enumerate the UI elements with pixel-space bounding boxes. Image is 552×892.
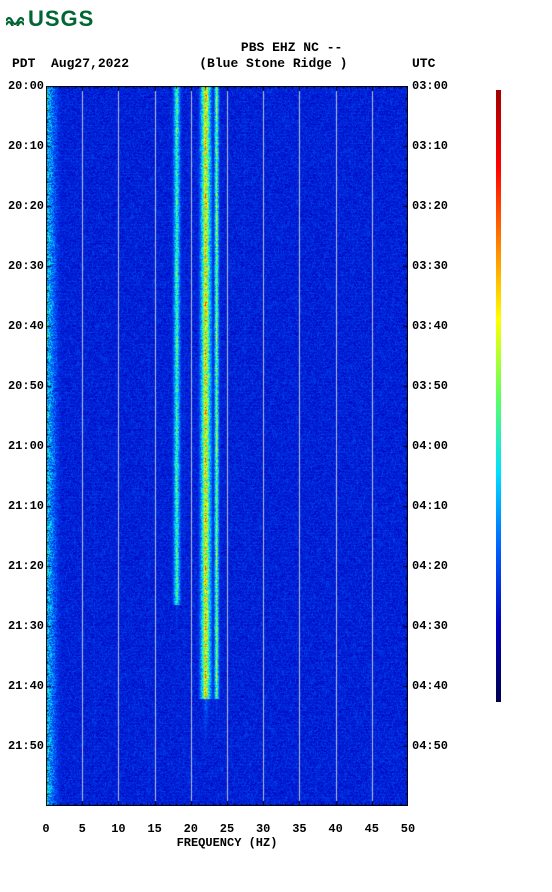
y-right-tick: 03:00	[412, 80, 456, 92]
page: USGS PBS EHZ NC -- PDT Aug27,2022 (Blue …	[0, 0, 552, 892]
y-left-tick: 21:10	[4, 500, 44, 512]
header-date: Aug27,2022	[51, 56, 129, 71]
y-left-tick: 20:00	[4, 80, 44, 92]
x-tick: 10	[111, 822, 125, 836]
y-left-tick: 21:20	[4, 560, 44, 572]
wave-icon	[6, 12, 24, 26]
x-tick: 40	[328, 822, 342, 836]
y-right-tick: 04:30	[412, 620, 456, 632]
colorbar	[496, 90, 501, 702]
location-line: (Blue Stone Ridge )	[199, 56, 347, 71]
x-axis: 05101520253035404550	[46, 808, 408, 838]
y-right-tick: 03:50	[412, 380, 456, 392]
usgs-logo: USGS	[6, 6, 94, 32]
y-left-tick: 21:40	[4, 680, 44, 692]
spectrogram-canvas	[46, 86, 408, 806]
y-left-tick: 20:10	[4, 140, 44, 152]
y-right-tick: 04:10	[412, 500, 456, 512]
y-right-tick: 04:50	[412, 740, 456, 752]
station-code: PBS EHZ NC --	[241, 40, 342, 55]
y-axis-right: 03:0003:1003:2003:3003:4003:5004:0004:10…	[412, 86, 456, 806]
x-tick: 45	[365, 822, 379, 836]
station-line: PBS EHZ NC --	[0, 40, 552, 55]
y-left-tick: 20:30	[4, 260, 44, 272]
y-right-tick: 03:10	[412, 140, 456, 152]
x-tick: 20	[184, 822, 198, 836]
x-tick: 35	[292, 822, 306, 836]
x-tick: 0	[42, 822, 49, 836]
tz-left: PDT	[12, 56, 35, 71]
y-left-tick: 20:20	[4, 200, 44, 212]
x-tick: 5	[79, 822, 86, 836]
x-tick: 30	[256, 822, 270, 836]
y-left-tick: 21:00	[4, 440, 44, 452]
logo-text: USGS	[28, 6, 94, 32]
y-right-tick: 04:20	[412, 560, 456, 572]
y-right-tick: 03:40	[412, 320, 456, 332]
x-tick: 15	[147, 822, 161, 836]
y-right-tick: 03:20	[412, 200, 456, 212]
chart-header: PBS EHZ NC --	[0, 40, 552, 55]
y-left-tick: 20:40	[4, 320, 44, 332]
tz-left-and-date: PDT Aug27,2022 (Blue Stone Ridge )	[12, 56, 347, 71]
y-left-tick: 20:50	[4, 380, 44, 392]
y-left-tick: 21:50	[4, 740, 44, 752]
x-axis-title: FREQUENCY (HZ)	[46, 836, 408, 850]
x-tick: 50	[401, 822, 415, 836]
y-right-tick: 04:00	[412, 440, 456, 452]
x-tick: 25	[220, 822, 234, 836]
y-right-tick: 03:30	[412, 260, 456, 272]
y-right-tick: 04:40	[412, 680, 456, 692]
y-axis-left: 20:0020:1020:2020:3020:4020:5021:0021:10…	[4, 86, 44, 806]
spectrogram-plot	[46, 86, 408, 806]
tz-right: UTC	[412, 56, 435, 71]
y-left-tick: 21:30	[4, 620, 44, 632]
